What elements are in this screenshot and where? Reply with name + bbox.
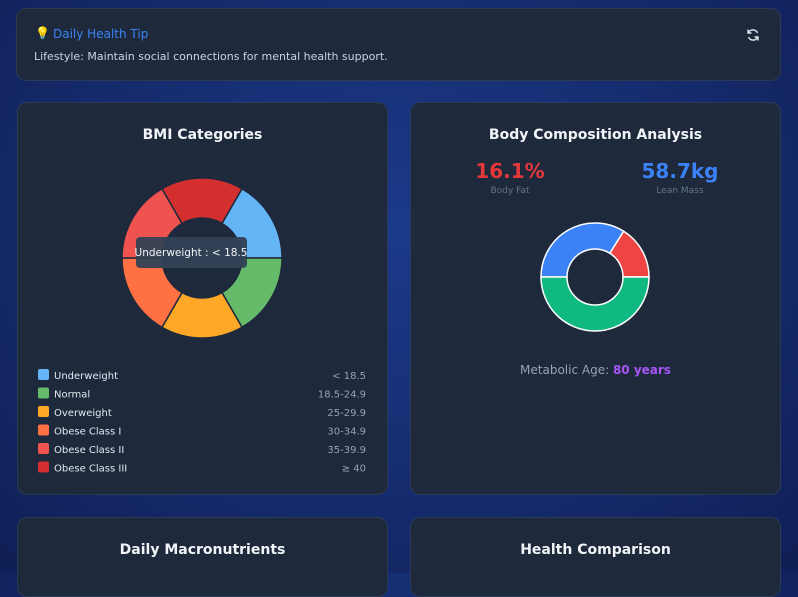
tip-title: Daily Health Tip	[53, 27, 149, 41]
card-title: BMI Categories	[142, 127, 263, 143]
tip-card: 💡 Daily Health Tip Lifestyle: Maintain s…	[16, 8, 781, 81]
stat-value: 58.7kg	[642, 159, 719, 183]
refresh-button[interactable]	[746, 28, 760, 42]
tip-icon: 💡	[35, 26, 50, 40]
legend-range: ≥ 40	[342, 464, 366, 475]
legend-range: 35-39.9	[327, 445, 366, 456]
legend-range: 25-29.9	[327, 408, 366, 419]
donut-segment	[540, 276, 650, 332]
body-card: Body Composition Analysis Metabolic Age:…	[410, 102, 781, 495]
tip-text: Lifestyle: Maintain social connections f…	[34, 50, 388, 63]
legend-label: Normal	[54, 390, 90, 401]
legend-label: Obese Class II	[54, 445, 124, 456]
metabolic-value: 80 years	[612, 363, 671, 377]
donut-segment	[540, 222, 625, 278]
tooltip-box	[136, 237, 247, 268]
stat-label: Lean Mass	[656, 186, 703, 196]
legend-range: 30-34.9	[327, 427, 366, 438]
metabolic-label: Metabolic Age:	[520, 363, 610, 377]
stat-label: Body Fat	[491, 186, 530, 196]
legend-label: Obese Class I	[54, 427, 121, 438]
tooltip: Underweight : < 18.5	[135, 247, 248, 259]
legend-swatch	[38, 387, 49, 399]
legend-swatch	[38, 443, 49, 454]
legend-swatch	[38, 461, 49, 473]
legend-swatch	[38, 424, 49, 436]
legend-swatch	[38, 369, 49, 380]
card-title: Daily Macronutrients	[119, 542, 286, 558]
legend-label: Overweight	[54, 408, 112, 419]
legend-label: Underweight	[54, 371, 118, 382]
legend-label: Obese Class III	[54, 464, 127, 475]
charts: Underweight < 18.5 Normal 18.5-24.9 Overweig…	[38, 159, 719, 475]
donut-segment	[160, 177, 244, 225]
card-title: Body Composition Analysis	[488, 127, 703, 143]
metabolic-age: Metabolic Age: 80 years	[411, 363, 780, 377]
legend-swatch	[38, 406, 49, 417]
card-title: Health Comparison	[520, 542, 671, 558]
stat-value: 16.1%	[475, 159, 544, 183]
legend-range: < 18.5	[332, 371, 366, 382]
legend-range: 18.5-24.9	[318, 390, 366, 401]
